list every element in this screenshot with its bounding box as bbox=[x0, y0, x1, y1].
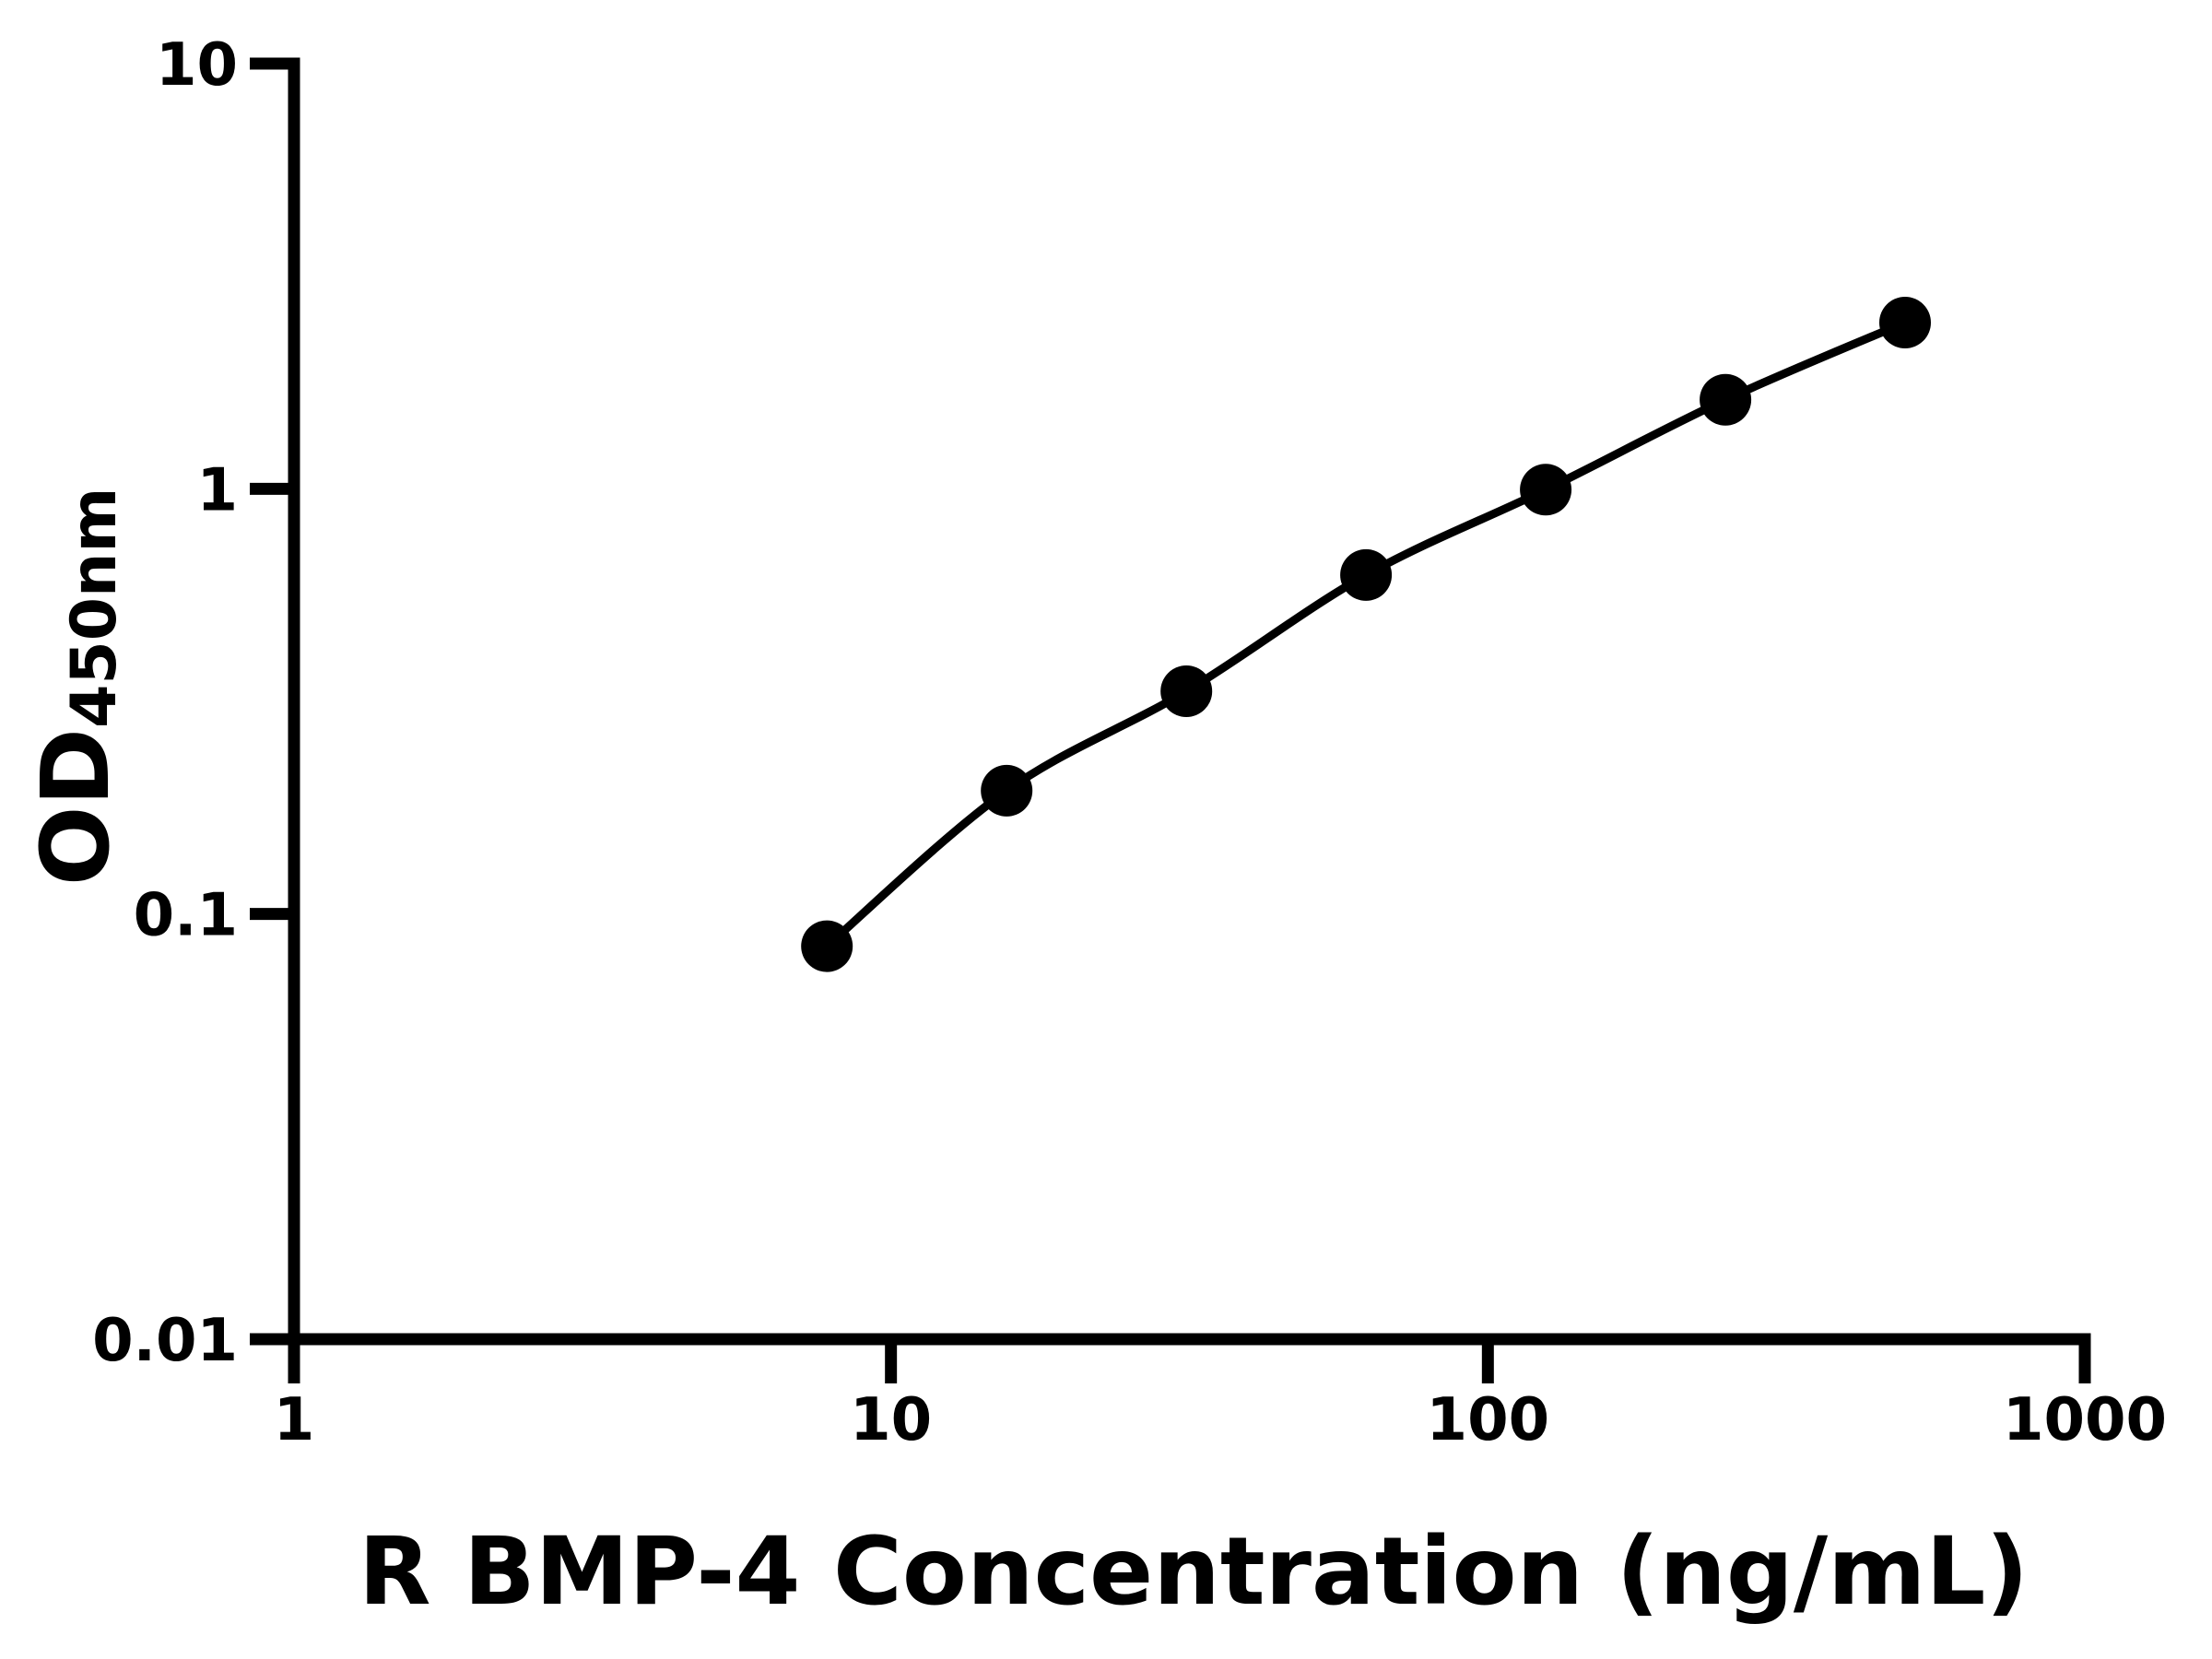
data-point-marker bbox=[1700, 373, 1752, 426]
data-point-marker bbox=[1879, 297, 1931, 348]
data-point-marker bbox=[1520, 464, 1572, 516]
x-tick-label: 10 bbox=[850, 1386, 932, 1454]
y-tick-label: 1 bbox=[196, 456, 238, 524]
y-axis-title: OD450nm bbox=[21, 488, 131, 887]
y-tick-label: 10 bbox=[156, 31, 238, 100]
y-axis-ticks: 10 1 0.1 0.01 bbox=[92, 31, 294, 1375]
y-axis-title-main: OD bbox=[21, 728, 131, 886]
y-tick-label: 0.01 bbox=[92, 1307, 238, 1375]
x-axis-title: R BMP-4 Concentration (ng/mL) bbox=[359, 1517, 2029, 1627]
data-point-marker bbox=[1340, 548, 1393, 601]
x-axis-ticks: 1 10 100 1000 bbox=[274, 1339, 2167, 1454]
x-tick-label: 1 bbox=[274, 1386, 315, 1454]
data-points bbox=[801, 297, 1931, 972]
x-tick-label: 100 bbox=[1427, 1386, 1550, 1454]
data-point-marker bbox=[1160, 665, 1213, 717]
data-point-marker bbox=[981, 764, 1033, 817]
data-point-marker bbox=[801, 920, 853, 972]
x-tick-label: 1000 bbox=[2003, 1386, 2167, 1454]
y-axis-title-subscript: 450nm bbox=[58, 488, 131, 728]
y-tick-label: 0.1 bbox=[134, 882, 238, 950]
